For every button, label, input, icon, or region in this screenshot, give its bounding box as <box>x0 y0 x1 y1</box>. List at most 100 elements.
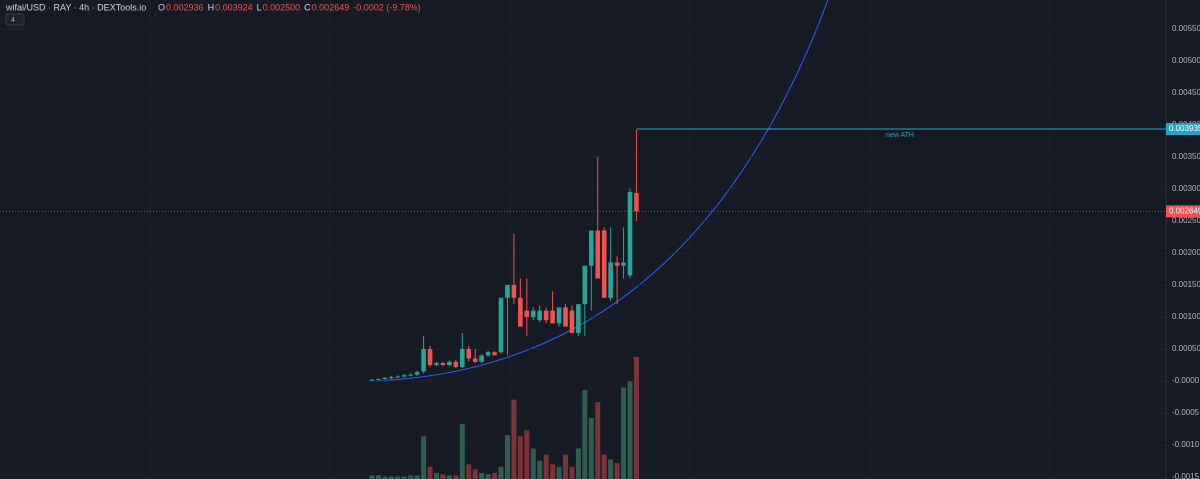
candle-body <box>569 310 575 333</box>
volume-bar <box>401 476 407 479</box>
ohlc-value: 0.003924 <box>215 2 253 12</box>
volume-bar <box>414 475 420 479</box>
candle-body <box>472 358 478 362</box>
volume-bar <box>563 454 568 479</box>
y-tick-label: 0.002500 <box>1172 216 1200 225</box>
candle-body <box>447 361 452 366</box>
volume-bar <box>543 454 549 479</box>
volume-bar <box>453 475 459 479</box>
volume-bar <box>375 475 381 479</box>
y-tick-label: -0.0000 <box>1172 376 1200 385</box>
ath-price-label: 0.003935 <box>1169 124 1200 133</box>
last-price-box <box>1166 205 1200 218</box>
candle-body <box>608 262 613 298</box>
candle-body <box>498 297 504 353</box>
candle-body <box>621 262 626 266</box>
change: -0.0002 (-9.78%) <box>353 2 421 12</box>
chart-title: wifai/USD · RAY · 4h · DEXTools.io <box>5 2 146 12</box>
candle-body <box>627 192 633 276</box>
volume-bar <box>421 436 427 479</box>
ohlc-key: L <box>257 2 262 12</box>
volume-bar <box>395 476 401 479</box>
volume-bar <box>492 472 498 479</box>
y-tick-label: -0.0010 <box>1172 440 1200 449</box>
candle-body <box>601 230 607 298</box>
candle-body <box>563 307 568 327</box>
y-tick-label: -0.0015 <box>1172 472 1200 479</box>
last-price-label: 0.002649 <box>1169 206 1200 215</box>
volume-bar <box>524 430 530 479</box>
volume-bar <box>530 448 536 479</box>
candle-body <box>524 310 530 317</box>
volume-bar <box>382 476 388 479</box>
candle-body <box>389 377 394 379</box>
ath-price-box <box>1166 123 1200 136</box>
candle-body <box>576 304 581 333</box>
volume-bar <box>427 466 433 479</box>
volume-bar <box>440 474 446 479</box>
ohlc-value: 0.002649 <box>312 2 350 12</box>
volume-bar <box>434 472 439 479</box>
volume-bar <box>621 387 627 479</box>
ohlc-value: 0.002936 <box>166 2 204 12</box>
volume-bar <box>485 474 491 479</box>
candle-body <box>427 349 433 366</box>
ohlc-key: C <box>304 2 311 12</box>
ohlc-key: O <box>158 2 165 12</box>
candle-body <box>414 372 420 375</box>
trend-curve <box>371 0 829 382</box>
volume-bar <box>459 424 465 479</box>
candle-body <box>408 374 413 376</box>
candle-body <box>485 352 491 356</box>
ath-annotation: new ATH <box>886 132 914 139</box>
vertical-grid <box>149 0 1051 479</box>
collapse-button[interactable] <box>5 13 25 26</box>
candle-body <box>376 379 381 381</box>
volume-bar <box>550 464 556 479</box>
volume-bar <box>588 418 594 479</box>
volume-bar <box>369 475 375 479</box>
y-tick-label: 0.005500 <box>1172 24 1200 33</box>
volume-bar <box>569 466 575 479</box>
ohlc-value: 0.002500 <box>263 2 301 12</box>
candle-body <box>453 361 459 367</box>
collapse-label[interactable]: 4 <box>11 17 15 24</box>
volume-bar <box>575 448 581 479</box>
candle-body <box>530 310 536 317</box>
volume-bar <box>511 399 517 479</box>
volume-bar <box>479 472 485 479</box>
volume-bar <box>537 460 543 479</box>
volume-bar <box>472 469 478 479</box>
candle-body <box>589 230 594 266</box>
volume-bar <box>504 435 510 479</box>
candle-body <box>382 377 388 380</box>
candle-body <box>511 284 517 298</box>
candle-body <box>543 310 549 321</box>
ohlc-key: H <box>208 2 215 12</box>
candle-body <box>492 352 497 356</box>
candle-body <box>401 375 407 377</box>
volume-bar <box>608 459 614 479</box>
candle-body <box>582 265 588 305</box>
volume-bar <box>595 402 601 479</box>
candle-body <box>505 284 510 298</box>
volume-bar <box>517 436 523 479</box>
volume-bar <box>627 381 633 479</box>
volume-bar <box>388 476 394 479</box>
candle-body <box>556 307 562 324</box>
volume-bar <box>556 466 562 479</box>
volume-bar <box>408 475 414 479</box>
candle-body <box>634 193 639 212</box>
volume-bar <box>582 389 588 479</box>
candle-body <box>550 310 555 324</box>
ohlc-header: O 0.002936 H 0.003924 L 0.002500 C 0.002649 -0.0… <box>158 2 421 12</box>
volume-bar <box>601 454 607 479</box>
candle-body <box>518 297 523 327</box>
